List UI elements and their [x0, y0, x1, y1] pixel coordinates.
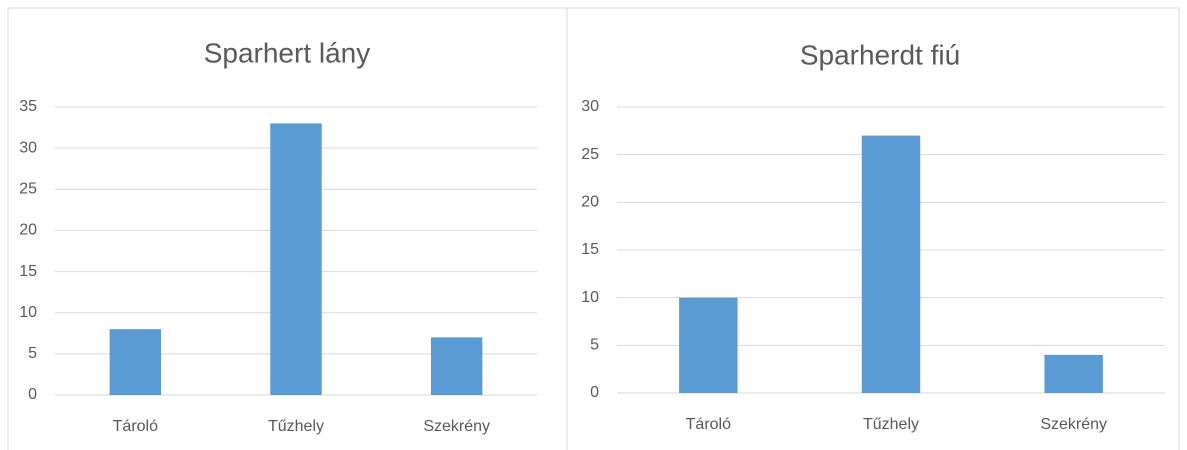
y-tick-label: 15	[19, 263, 37, 280]
y-tick-label: 30	[581, 98, 599, 115]
y-tick-label: 35	[19, 98, 37, 115]
x-tick-label: Tűzhely	[863, 416, 919, 433]
y-tick-label: 20	[19, 222, 37, 239]
y-tick-label: 10	[581, 289, 599, 306]
x-tick-label: Tároló	[686, 416, 731, 433]
x-tick-label: Szekrény	[423, 418, 490, 435]
bar	[1044, 354, 1103, 393]
bar	[270, 123, 322, 395]
y-tick-label: 10	[19, 304, 37, 321]
bar	[430, 337, 483, 395]
bar	[861, 135, 921, 393]
y-tick-label: 5	[28, 345, 37, 362]
chart-title: Sparherdt fiú	[800, 39, 960, 70]
x-tick-label: Tűzhely	[268, 418, 324, 435]
x-tick-label: Szekrény	[1040, 416, 1107, 433]
y-tick-label: 25	[19, 181, 37, 198]
y-tick-label: 0	[590, 384, 599, 401]
y-tick-label: 15	[581, 241, 599, 258]
y-tick-label: 0	[28, 386, 37, 403]
y-tick-label: 20	[581, 194, 599, 211]
panel	[566, 7, 1180, 450]
y-tick-label: 30	[19, 139, 37, 156]
y-tick-label: 5	[590, 337, 599, 354]
chart-title: Sparhert lány	[204, 37, 371, 68]
x-tick-label: Tároló	[113, 418, 158, 435]
y-tick-label: 25	[581, 146, 599, 163]
bar	[679, 297, 738, 393]
bar	[109, 329, 162, 395]
